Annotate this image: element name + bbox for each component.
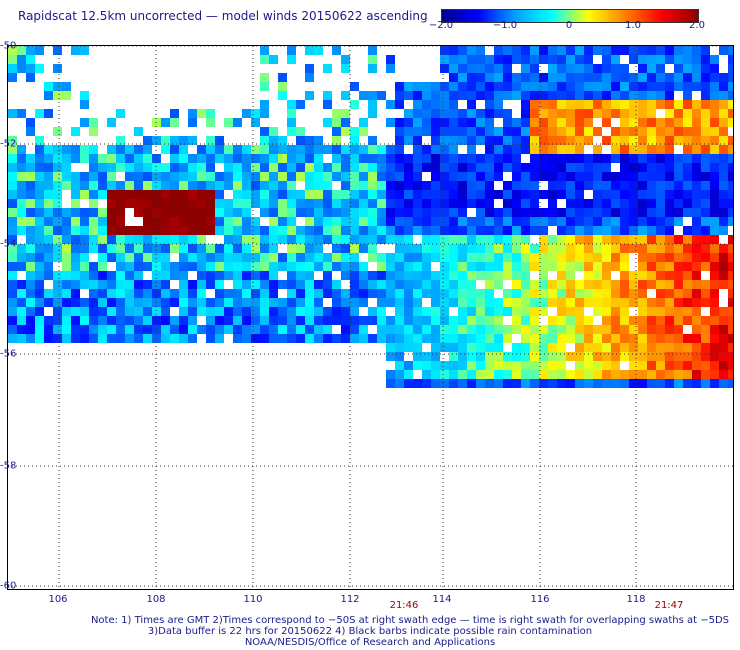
lat-label: -58 bbox=[0, 460, 17, 472]
lon-label: 106 bbox=[48, 594, 68, 605]
lon-label: 114 bbox=[432, 594, 452, 605]
footnote-line: NOAA/NESDIS/Office of Research and Appli… bbox=[244, 637, 496, 648]
lon-label: 108 bbox=[146, 594, 166, 605]
colorbar-tick: 2.0 bbox=[689, 20, 705, 31]
colorbar-tick: −2.0 bbox=[428, 20, 454, 31]
lat-label: -60 bbox=[0, 580, 17, 592]
map-title: Rapidscat 12.5km uncorrected — model win… bbox=[18, 9, 428, 23]
lat-label: -54 bbox=[0, 238, 17, 250]
colorbar-tick: 0 bbox=[565, 20, 573, 31]
lon-label: 116 bbox=[530, 594, 550, 605]
lat-label: -50 bbox=[0, 40, 17, 52]
lon-label: 110 bbox=[243, 594, 263, 605]
lon-label: 118 bbox=[626, 594, 646, 605]
swath-time-label: 21:46 bbox=[389, 600, 419, 611]
lon-label: 112 bbox=[340, 594, 360, 605]
footnote-line: Note: 1) Times are GMT 2)Times correspon… bbox=[90, 615, 730, 626]
map-plot-area bbox=[7, 45, 737, 590]
footnote-line: 3)Data buffer is 22 hrs for 20150622 4) … bbox=[147, 626, 593, 637]
swath-time-label: 21:47 bbox=[654, 600, 684, 611]
colorbar bbox=[441, 9, 699, 23]
lat-label: -56 bbox=[0, 348, 17, 360]
lat-label: -52 bbox=[0, 138, 17, 150]
colorbar-tick: 1.0 bbox=[625, 20, 641, 31]
colorbar-tick: −1.0 bbox=[492, 20, 518, 31]
wind-difference-field bbox=[8, 45, 737, 589]
